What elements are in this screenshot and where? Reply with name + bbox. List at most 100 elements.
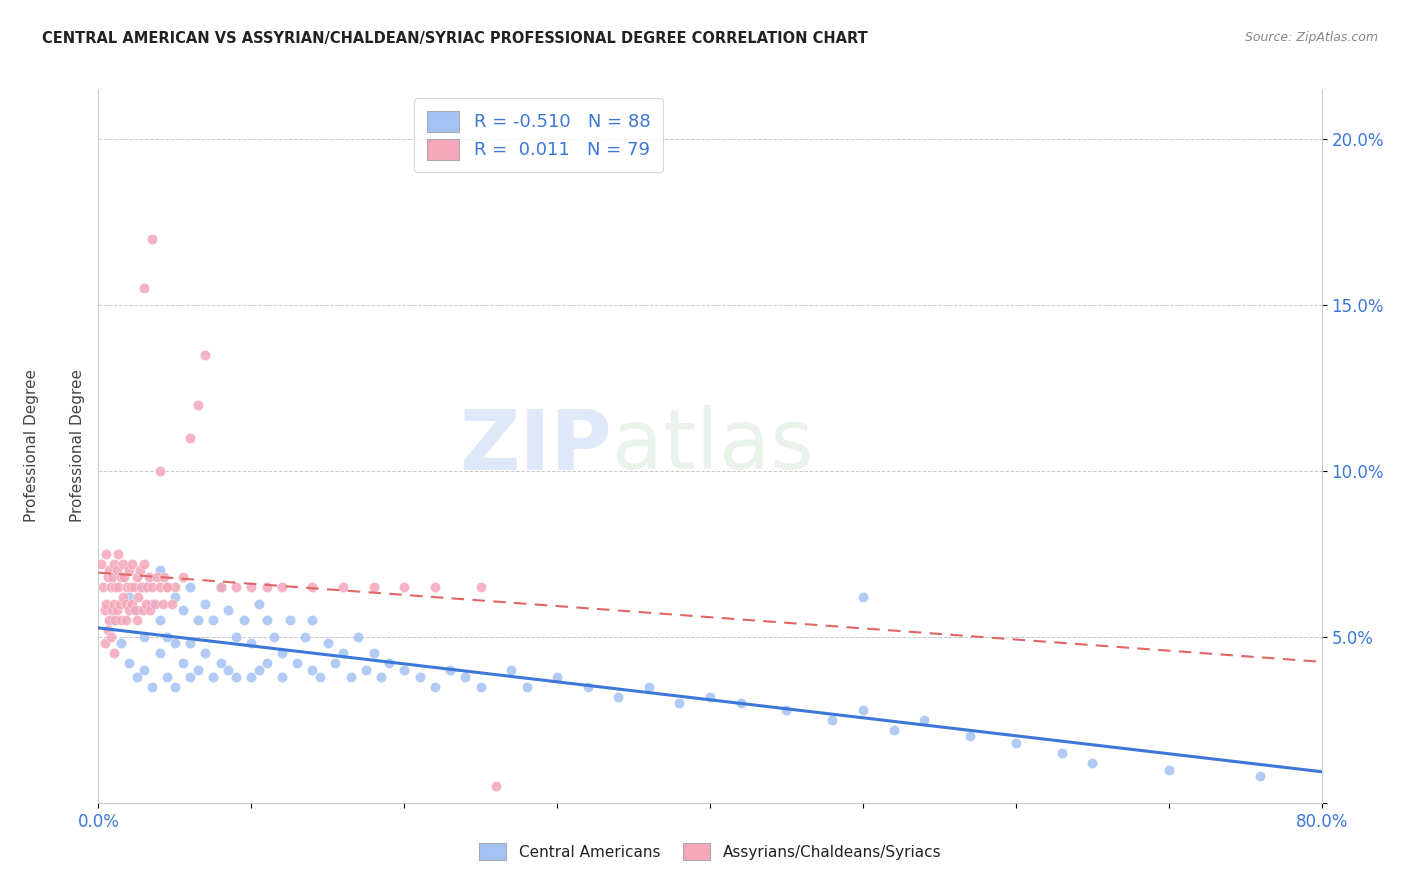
Point — [112, 570, 135, 584]
Point — [225, 630, 247, 644]
Point — [194, 647, 217, 661]
Point — [117, 580, 139, 594]
Point — [301, 613, 323, 627]
Point — [301, 663, 323, 677]
Point — [134, 663, 156, 677]
Point — [153, 570, 176, 584]
Point — [470, 580, 492, 594]
Point — [668, 696, 690, 710]
Point — [363, 647, 385, 661]
Point — [118, 564, 141, 578]
Point — [98, 564, 121, 578]
Point — [127, 590, 149, 604]
Point — [149, 464, 172, 478]
Point — [1081, 756, 1104, 770]
Point — [217, 663, 239, 677]
Point — [139, 603, 162, 617]
Text: Professional Degree: Professional Degree — [24, 369, 38, 523]
Point — [294, 630, 316, 644]
Point — [100, 630, 122, 644]
Point — [240, 636, 263, 650]
Point — [156, 630, 179, 644]
Point — [103, 597, 125, 611]
Point — [100, 580, 122, 594]
Point — [378, 657, 401, 671]
Text: CENTRAL AMERICAN VS ASSYRIAN/CHALDEAN/SYRIAC PROFESSIONAL DEGREE CORRELATION CHA: CENTRAL AMERICAN VS ASSYRIAN/CHALDEAN/SY… — [42, 31, 868, 46]
Point — [105, 564, 128, 578]
Point — [263, 630, 285, 644]
Point — [107, 547, 129, 561]
Point — [149, 564, 172, 578]
Text: atlas: atlas — [612, 406, 814, 486]
Point — [194, 597, 217, 611]
Point — [209, 580, 232, 594]
Point — [172, 570, 194, 584]
Point — [202, 613, 225, 627]
Point — [1004, 736, 1026, 750]
Point — [256, 657, 278, 671]
Point — [278, 613, 301, 627]
Point — [179, 580, 201, 594]
Point — [247, 597, 270, 611]
Point — [301, 580, 323, 594]
Point — [93, 603, 115, 617]
Point — [93, 636, 115, 650]
Point — [179, 636, 201, 650]
Point — [149, 580, 172, 594]
Point — [470, 680, 492, 694]
Point — [325, 657, 347, 671]
Point — [392, 580, 416, 594]
Point — [121, 597, 143, 611]
Point — [163, 680, 186, 694]
Point — [959, 730, 981, 744]
Point — [91, 580, 114, 594]
Point — [256, 613, 278, 627]
Point — [256, 580, 278, 594]
Point — [125, 603, 148, 617]
Point — [125, 570, 148, 584]
Point — [1050, 746, 1073, 760]
Point — [108, 597, 131, 611]
Point — [240, 670, 263, 684]
Point — [103, 647, 125, 661]
Point — [883, 723, 905, 737]
Point — [141, 597, 163, 611]
Point — [423, 680, 446, 694]
Point — [98, 613, 121, 627]
Legend: Central Americans, Assyrians/Chaldeans/Syriacs: Central Americans, Assyrians/Chaldeans/S… — [472, 837, 948, 866]
Text: Source: ZipAtlas.com: Source: ZipAtlas.com — [1244, 31, 1378, 45]
Point — [347, 630, 370, 644]
Point — [110, 570, 132, 584]
Point — [339, 670, 361, 684]
Point — [134, 630, 156, 644]
Point — [124, 603, 146, 617]
Text: ZIP: ZIP — [460, 406, 612, 486]
Point — [240, 580, 263, 594]
Point — [120, 580, 142, 594]
Point — [90, 557, 112, 571]
Point — [363, 580, 385, 594]
Point — [134, 580, 156, 594]
Point — [143, 597, 166, 611]
Point — [270, 580, 292, 594]
Point — [179, 431, 201, 445]
Point — [485, 779, 508, 793]
Point — [179, 670, 201, 684]
Y-axis label: Professional Degree: Professional Degree — [69, 369, 84, 523]
Point — [501, 663, 523, 677]
Point — [187, 613, 209, 627]
Point — [118, 603, 141, 617]
Point — [97, 624, 120, 638]
Point — [392, 663, 416, 677]
Point — [115, 613, 138, 627]
Point — [156, 580, 179, 594]
Point — [852, 703, 875, 717]
Point — [121, 557, 143, 571]
Point — [270, 647, 292, 661]
Point — [232, 613, 254, 627]
Point — [103, 613, 125, 627]
Point — [187, 397, 209, 411]
Point — [136, 580, 159, 594]
Point — [852, 590, 875, 604]
Point — [270, 670, 292, 684]
